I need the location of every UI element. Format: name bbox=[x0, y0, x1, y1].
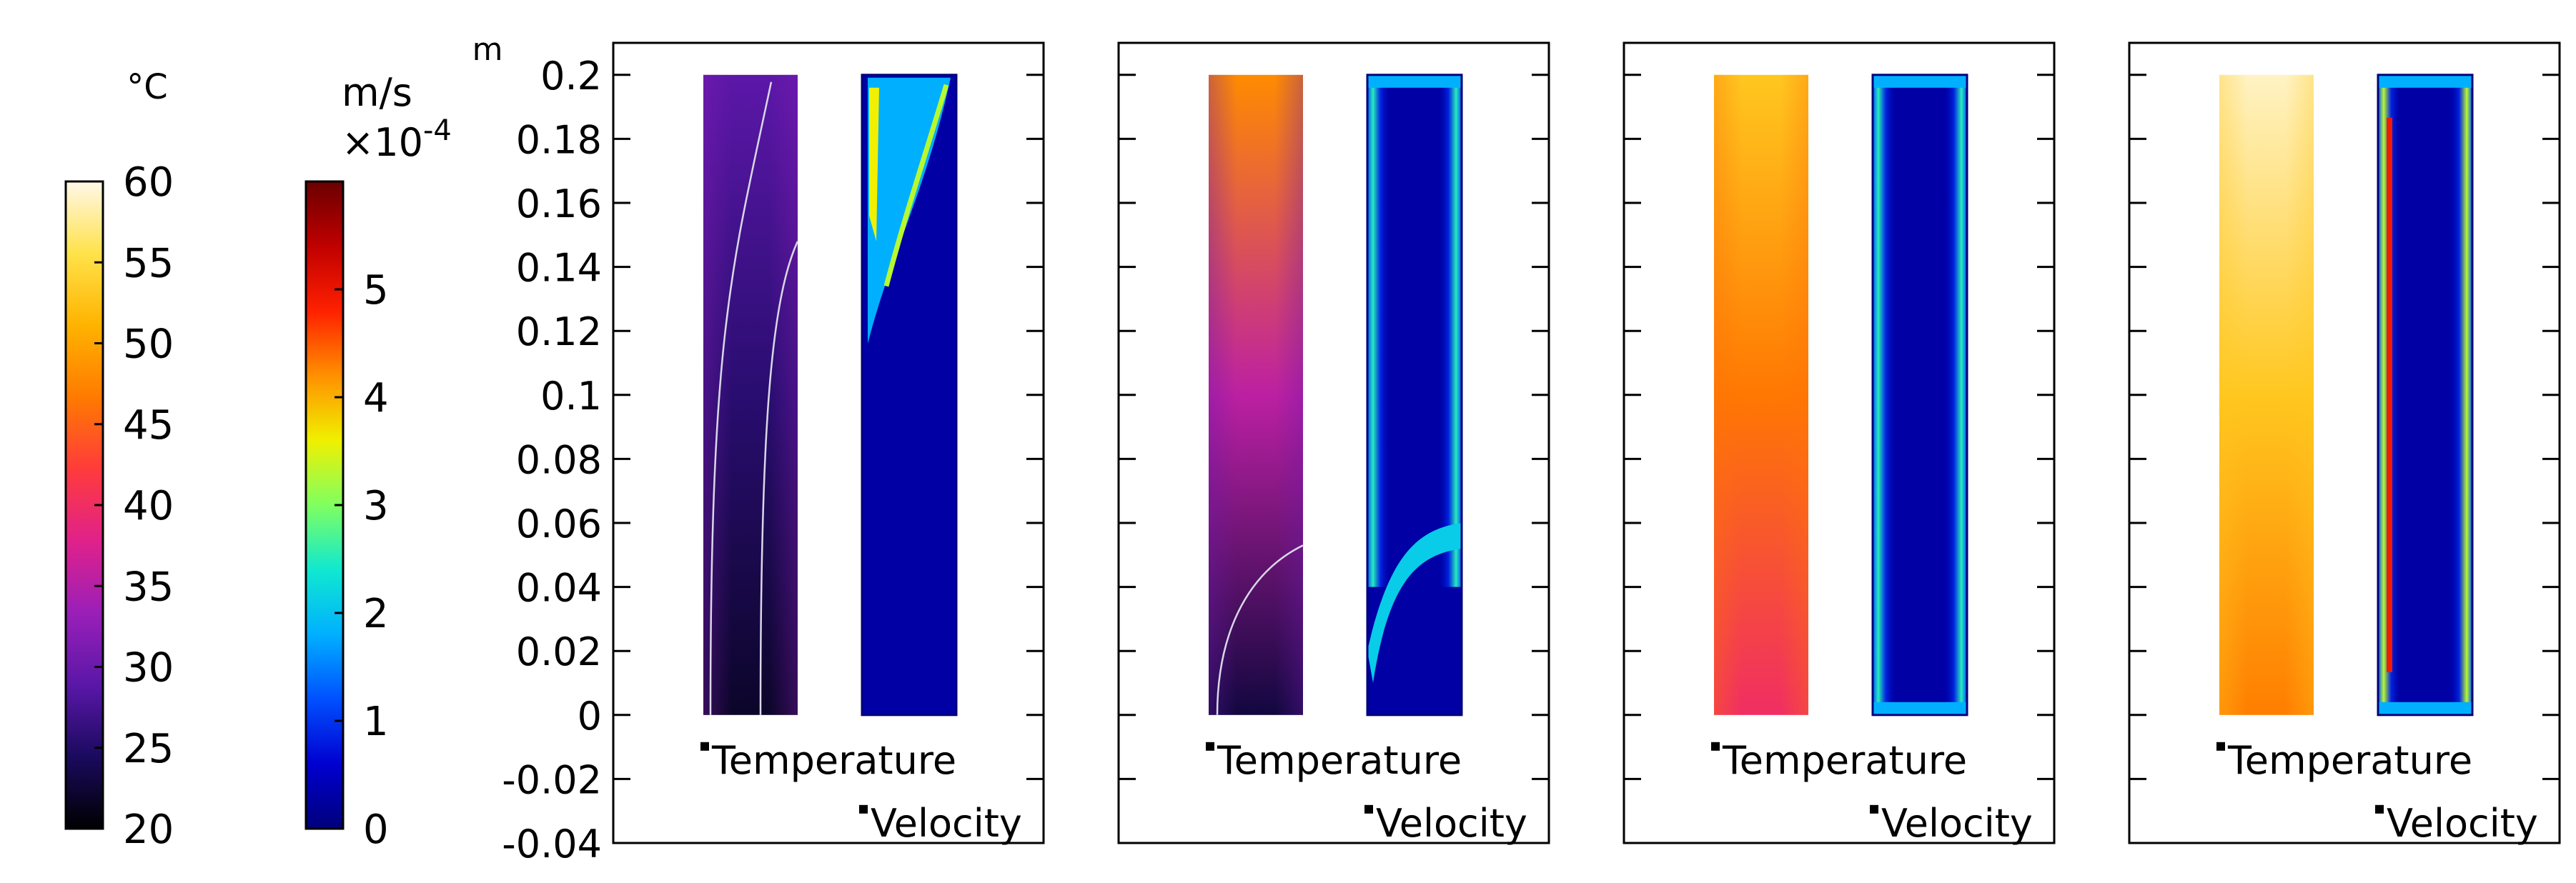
y-tick-label: 0.06 bbox=[516, 502, 602, 547]
velocity-wall-layer bbox=[1873, 74, 1967, 715]
temperature-edge-shading bbox=[1209, 74, 1303, 715]
panel: Temperature Velocity bbox=[1117, 41, 1550, 846]
temperature-tick-label: 40 bbox=[123, 483, 174, 529]
temperature-marker bbox=[1711, 742, 1720, 751]
y-tick-label: 0.08 bbox=[516, 437, 602, 482]
y-tick-label: 0.14 bbox=[516, 246, 602, 291]
y-tick-label: -0.02 bbox=[502, 757, 602, 802]
isotherm bbox=[1216, 544, 1304, 715]
velocity-marker bbox=[1364, 804, 1373, 814]
velocity-top-layer bbox=[1367, 74, 1462, 88]
velocity-unit: m/s bbox=[342, 70, 412, 115]
plot-frame bbox=[1623, 41, 2056, 844]
temperature-tick-label: 20 bbox=[123, 807, 174, 853]
plot-panels: -0.04 -0.02 0 0.02 0.04 0.06 0.08 0.1 0.12 0.14 0.… bbox=[472, 31, 2561, 867]
velocity-tick-label: 0 bbox=[363, 807, 389, 853]
velocity-tick-label: 5 bbox=[363, 267, 389, 314]
temperature-unit: °C bbox=[127, 67, 168, 107]
temperature-marker bbox=[1206, 742, 1214, 751]
panel: Temperature Velocity bbox=[2128, 41, 2561, 846]
y-tick-label: 0.16 bbox=[516, 181, 602, 226]
velocity-top-layer bbox=[2378, 74, 2472, 88]
y-tick-label: 0 bbox=[578, 694, 602, 739]
velocity-marker bbox=[859, 804, 868, 814]
velocity-bottom-layer bbox=[1873, 702, 1967, 715]
velocity-peak bbox=[2387, 117, 2392, 672]
y-tick-label: 0.04 bbox=[516, 566, 602, 611]
temperature-label: Temperature bbox=[2227, 738, 2472, 783]
temperature-tick-label: 25 bbox=[123, 726, 174, 772]
temperature-marker bbox=[700, 742, 709, 751]
y-tick-label: 0.12 bbox=[516, 309, 602, 354]
temperature-tick-label: 45 bbox=[123, 402, 174, 449]
temperature-label: Temperature bbox=[1722, 738, 1967, 783]
velocity-label: Velocity bbox=[1376, 801, 1527, 846]
velocity-jet bbox=[883, 84, 949, 287]
velocity-outline bbox=[2377, 74, 2474, 717]
panel: -0.04 -0.02 0 0.02 0.04 0.06 0.08 0.1 0.12 0.14 0.… bbox=[472, 31, 1045, 867]
velocity-label: Velocity bbox=[2387, 801, 2538, 846]
temperature-edge-shading bbox=[1714, 74, 1808, 715]
y-tick-label: 0.18 bbox=[516, 117, 602, 162]
velocity-wall-layer bbox=[1367, 74, 1462, 587]
velocity-multiplier: ×10-4 bbox=[342, 114, 452, 165]
temperature-marker bbox=[2216, 742, 2225, 751]
velocity-marker bbox=[1870, 804, 1878, 814]
temperature-edge-shading bbox=[2219, 74, 2314, 715]
velocity-outline bbox=[1366, 74, 1463, 717]
velocity-label: Velocity bbox=[1881, 801, 2033, 846]
velocity-label: Velocity bbox=[871, 801, 1022, 846]
velocity-front bbox=[1367, 523, 1462, 683]
velocity-tick-label: 4 bbox=[363, 375, 389, 421]
temperature-tick-label: 30 bbox=[123, 645, 174, 692]
temperature-label: Temperature bbox=[1217, 738, 1462, 783]
velocity-tick-label: 2 bbox=[363, 591, 389, 637]
velocity-marker bbox=[2375, 804, 2384, 814]
velocity-tick-label: 3 bbox=[363, 483, 389, 529]
temperature-tick-label: 50 bbox=[123, 321, 174, 368]
isotherm bbox=[709, 81, 773, 715]
velocity-jet bbox=[869, 87, 879, 241]
plot-frame bbox=[1117, 41, 1550, 844]
isotherm bbox=[759, 241, 799, 715]
temperature-edge-shading bbox=[703, 74, 798, 715]
velocity-outline bbox=[1871, 74, 1968, 717]
plot-frame bbox=[2128, 41, 2561, 844]
temperature-tick-label: 60 bbox=[123, 159, 174, 206]
velocity-exponent: -4 bbox=[423, 114, 452, 147]
y-tick-label: 0.02 bbox=[516, 629, 602, 674]
velocity-top-layer bbox=[1873, 74, 1967, 88]
temperature-label: Temperature bbox=[711, 738, 956, 783]
velocity-bottom-layer bbox=[2378, 702, 2472, 715]
plot-frame bbox=[612, 41, 1045, 844]
panel: Temperature Velocity bbox=[1623, 41, 2056, 846]
temperature-tick-label: 55 bbox=[123, 240, 174, 286]
velocity-wall-layer bbox=[2378, 74, 2472, 715]
temperature-tick-label: 35 bbox=[123, 564, 174, 610]
y-tick-label: 0.1 bbox=[540, 374, 602, 419]
velocity-outline bbox=[861, 74, 958, 717]
y-tick-label: -0.04 bbox=[502, 822, 602, 867]
y-tick-label: 0.2 bbox=[540, 54, 602, 99]
velocity-tick-label: 1 bbox=[363, 699, 389, 745]
y-axis-unit: m bbox=[472, 31, 503, 68]
